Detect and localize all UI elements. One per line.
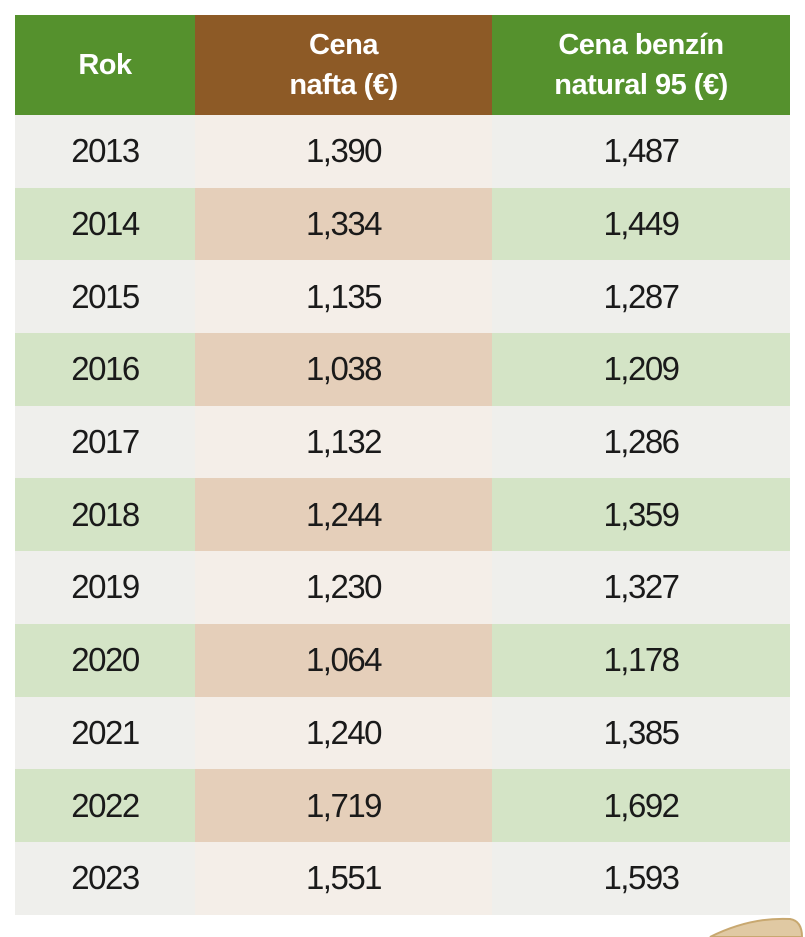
year-cell: 2018 — [15, 478, 195, 552]
year-cell: 2013 — [15, 115, 195, 188]
price-cell: 1,390 — [195, 115, 492, 188]
year-cell: 2019 — [15, 551, 195, 624]
year-cell: 2014 — [15, 187, 195, 261]
year-cell: 2020 — [15, 623, 195, 697]
price-cell: 1,135 — [195, 260, 492, 334]
table-row: 2015 1,135 1,287 — [15, 260, 790, 334]
header-line: Cena — [309, 29, 378, 61]
price-cell: 1,327 — [492, 551, 790, 624]
year-cell: 2017 — [15, 405, 195, 479]
table-row: 2023 1,551 1,593 — [15, 841, 790, 915]
header-line: nafta (€) — [289, 69, 398, 101]
decoration — [709, 917, 804, 937]
table-row: 2021 1,240 1,385 — [15, 696, 790, 770]
price-cell: 1,593 — [492, 841, 790, 915]
price-table: Rok Cena nafta (€) Cena benzín natural 95 (€… — [15, 15, 790, 915]
year-cell: 2015 — [15, 260, 195, 334]
price-cell: 1,240 — [195, 696, 492, 770]
price-cell: 1,449 — [492, 187, 790, 261]
price-cell: 1,551 — [195, 841, 492, 915]
price-cell: 1,385 — [492, 696, 790, 770]
header-line: Cena benzín — [558, 29, 724, 61]
header-row: Rok Cena nafta (€) Cena benzín natural 95 (€… — [15, 15, 790, 115]
table-row: 2019 1,230 1,327 — [15, 551, 790, 624]
table-row: 2022 1,719 1,692 — [15, 769, 790, 842]
price-cell: 1,286 — [492, 405, 790, 479]
price-cell: 1,334 — [195, 187, 492, 261]
table-row: 2016 1,038 1,209 — [15, 333, 790, 406]
year-cell: 2016 — [15, 333, 195, 406]
price-cell: 1,244 — [195, 478, 492, 552]
price-cell: 1,230 — [195, 551, 492, 624]
year-cell: 2023 — [15, 841, 195, 915]
price-cell: 1,038 — [195, 333, 492, 406]
table-row: 2020 1,064 1,178 — [15, 623, 790, 697]
price-cell: 1,692 — [492, 769, 790, 842]
year-cell: 2021 — [15, 696, 195, 770]
price-cell: 1,487 — [492, 115, 790, 188]
table-row: 2014 1,334 1,449 — [15, 187, 790, 261]
year-cell: 2022 — [15, 769, 195, 842]
header-cell: Cena benzín natural 95 (€) — [492, 15, 790, 115]
header-line: natural 95 (€) — [554, 69, 728, 101]
table-row: 2013 1,390 1,487 — [15, 115, 790, 188]
table-row: 2017 1,132 1,286 — [15, 405, 790, 479]
price-cell: 1,064 — [195, 623, 492, 697]
table-body: 2013 1,390 1,487 2014 1,334 1,449 2015 1,135 1,2… — [15, 115, 790, 915]
price-cell: 1,719 — [195, 769, 492, 842]
header-cell: Cena nafta (€) — [195, 15, 492, 115]
price-cell: 1,178 — [492, 623, 790, 697]
header-cell: Rok — [15, 15, 195, 115]
price-cell: 1,209 — [492, 333, 790, 406]
header-line: Rok — [78, 49, 132, 81]
price-cell: 1,359 — [492, 478, 790, 552]
price-cell: 1,287 — [492, 260, 790, 334]
price-cell: 1,132 — [195, 405, 492, 479]
table-row: 2018 1,244 1,359 — [15, 478, 790, 552]
